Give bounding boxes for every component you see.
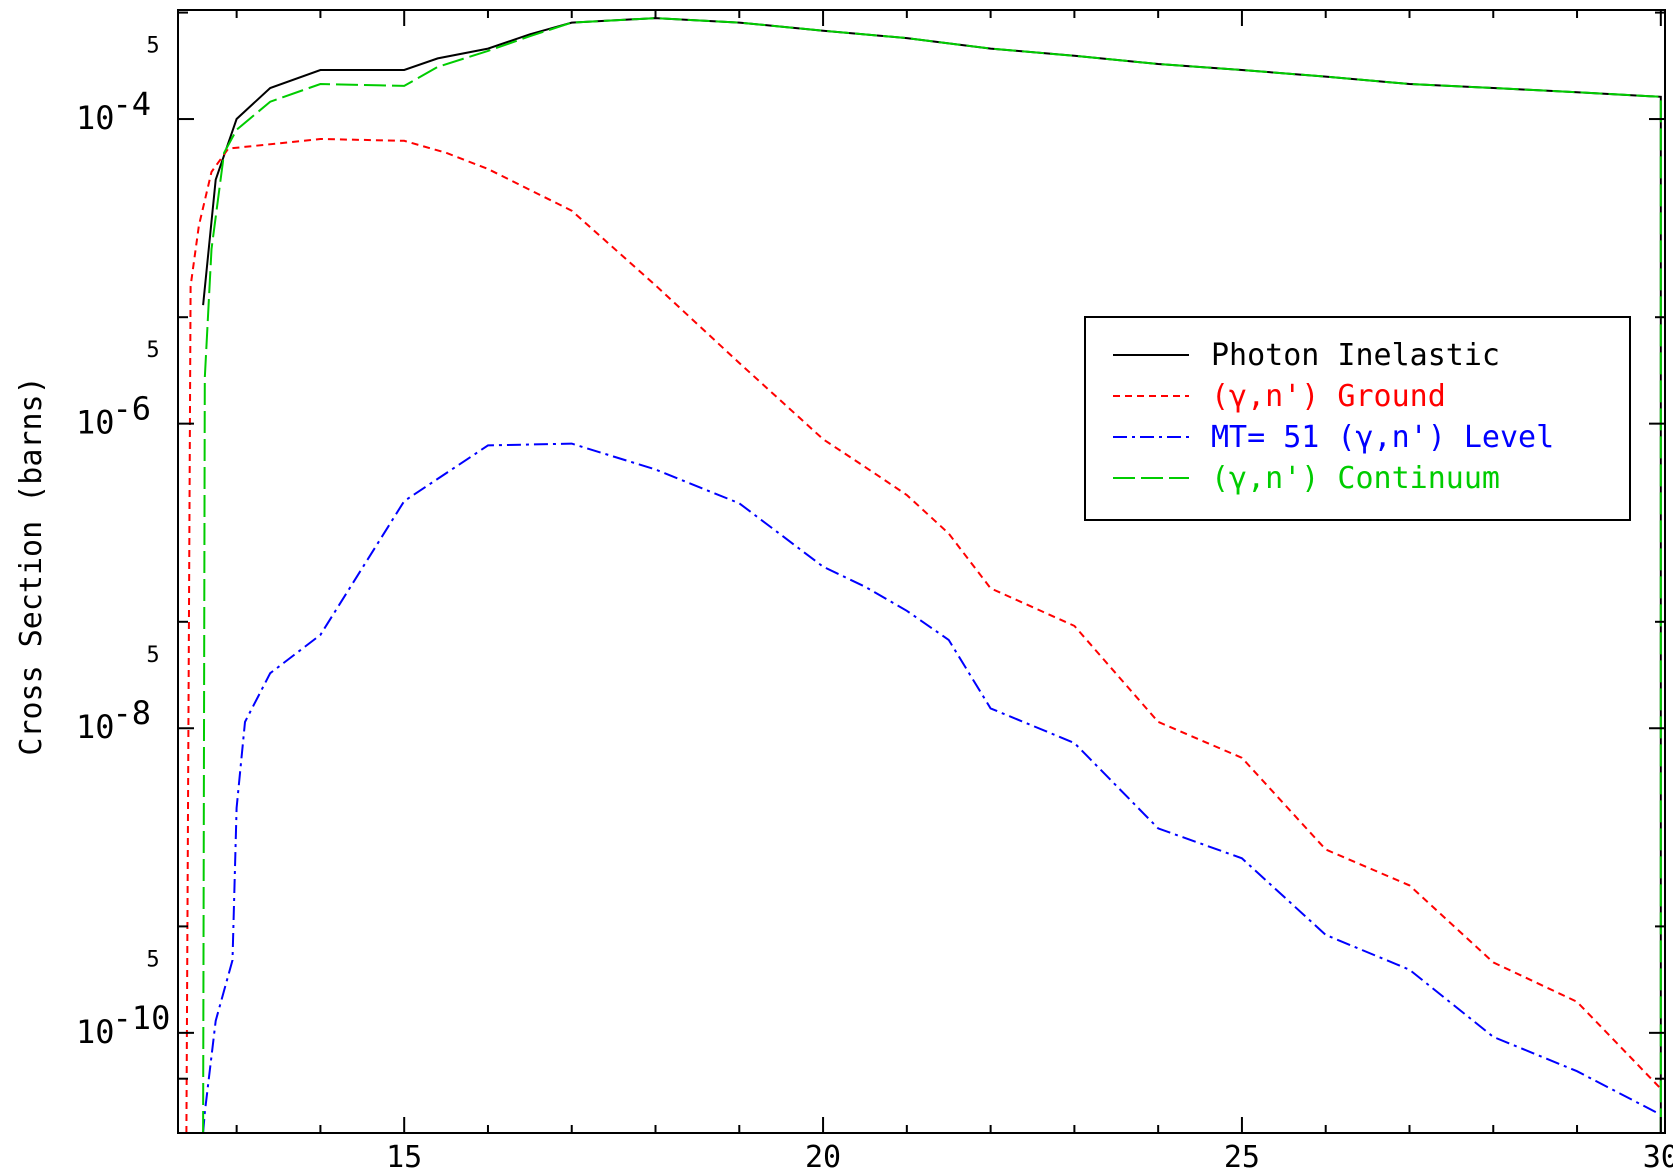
- series-layer: [185, 17, 1662, 1133]
- axis-ticks: 15 20 25 30 10-4 10-6 10-8 10-10 5 5 5 5: [76, 10, 1673, 1175]
- legend-label: (γ,n') Ground: [1211, 379, 1446, 414]
- y-decade-label: 10-8: [76, 694, 151, 746]
- y-five-label: 5: [146, 338, 159, 363]
- plot-area: 15 20 25 30 10-4 10-6 10-8 10-10 5 5 5 5: [76, 9, 1673, 1175]
- legend: Photon Inelastic (γ,n') Ground MT= 51 (γ,n…: [1084, 316, 1631, 521]
- x-tick-label: 20: [805, 1140, 841, 1175]
- plot-frame: [177, 9, 1666, 1134]
- x-tick-label: 25: [1224, 1140, 1260, 1175]
- y-five-label: 5: [146, 643, 159, 668]
- x-tick-label: 30: [1643, 1140, 1673, 1175]
- y-five-label: 5: [146, 34, 159, 59]
- legend-box: [1084, 316, 1631, 521]
- y-decade-label: 10-6: [76, 390, 151, 442]
- y-five-label: 5: [146, 947, 159, 972]
- series-line-2: [185, 137, 1662, 1133]
- legend-label: Photon Inelastic: [1211, 338, 1500, 373]
- series-line-3: [202, 442, 1662, 1133]
- legend-label: (γ,n') Continuum: [1211, 461, 1500, 496]
- series-line-4: [202, 17, 1662, 1133]
- x-tick-label: 15: [386, 1140, 422, 1175]
- series-line-1: [202, 17, 1662, 1133]
- y-decade-label: 10-10: [76, 999, 170, 1051]
- legend-label: MT= 51 (γ,n') Level: [1211, 420, 1554, 455]
- y-axis-label: Cross Section (barns): [14, 376, 49, 755]
- y-decade-label: 10-4: [76, 85, 151, 137]
